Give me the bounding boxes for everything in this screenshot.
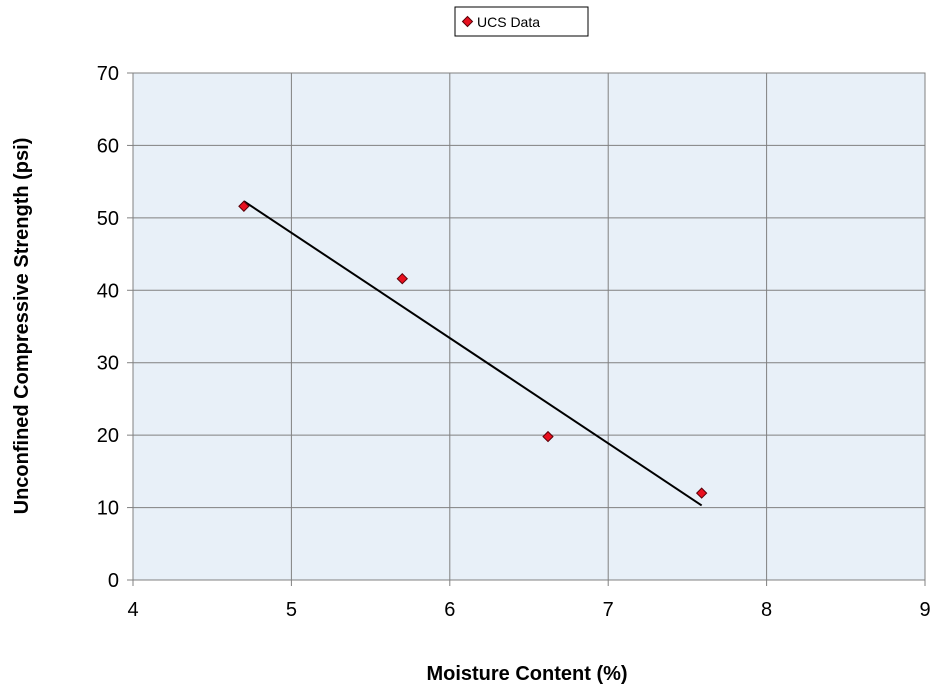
- y-tick-label: 40: [97, 280, 119, 302]
- y-tick-label: 0: [108, 570, 119, 592]
- x-tick-label: 8: [761, 599, 772, 621]
- legend: UCS Data: [454, 6, 589, 37]
- plot-border: [132, 72, 926, 581]
- x-tick-label: 4: [127, 599, 138, 621]
- data-point: [542, 430, 554, 443]
- data-point: [238, 200, 250, 212]
- data-point: [695, 487, 708, 499]
- data-point: [396, 272, 408, 285]
- y-axis-title: Unconfined Compressive Strength (psi): [11, 138, 33, 515]
- x-tick-label: 7: [603, 599, 614, 621]
- plot-area: 0 10 20 30 40 50 60 70 4 5 6 7 8 9: [97, 63, 931, 621]
- x-tick-label: 6: [444, 599, 455, 621]
- x-tick-label: 5: [286, 599, 297, 621]
- plot-background: [133, 73, 925, 580]
- trendline: [243, 200, 703, 507]
- legend-label: UCS Data: [477, 14, 540, 30]
- x-tick-label: 9: [919, 599, 930, 621]
- legend-box: [454, 6, 589, 37]
- y-tick-label: 20: [97, 425, 119, 447]
- y-tick-label: 70: [97, 63, 119, 85]
- y-tick-label: 60: [97, 135, 119, 157]
- y-tick-label: 50: [97, 208, 119, 230]
- y-tick-label: 10: [97, 498, 119, 520]
- legend-marker-diamond: [461, 15, 474, 28]
- x-axis-title: Moisture Content (%): [426, 663, 627, 685]
- y-tick-label: 30: [97, 353, 119, 375]
